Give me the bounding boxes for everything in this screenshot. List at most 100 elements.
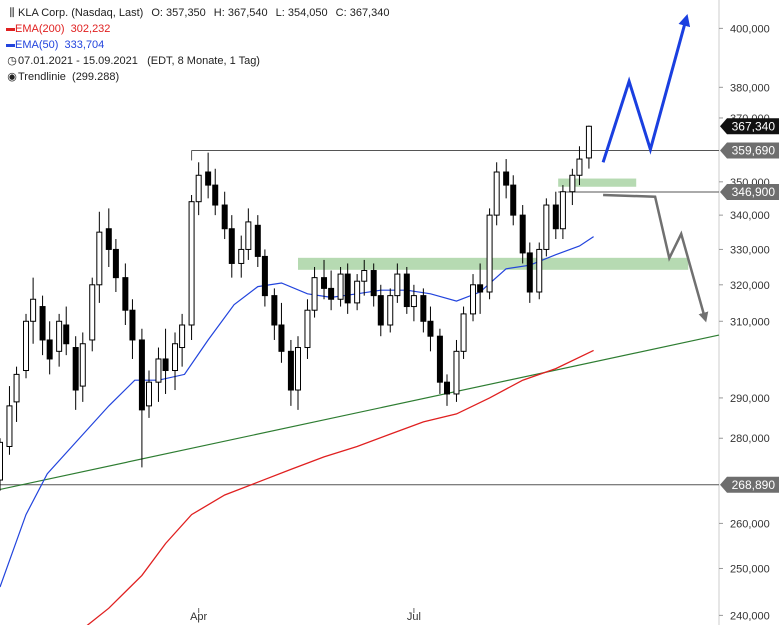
candle-body (337, 273, 344, 300)
y-tick-label: 290,000 (730, 393, 770, 405)
candle-body (72, 347, 79, 391)
candle-body (89, 284, 96, 341)
y-tick-label: 380,000 (730, 82, 770, 94)
price-badge-shape (720, 118, 779, 135)
candle-body (427, 320, 434, 337)
candle (96, 211, 103, 303)
candle-body (79, 343, 86, 387)
candle-body (172, 343, 179, 372)
candle (486, 208, 493, 300)
candle (188, 195, 195, 340)
candle (337, 266, 344, 307)
candle (387, 288, 394, 333)
candle-body (0, 441, 3, 481)
legend-period-row: ◷ 07.01.2021 - 15.09.2021 (EDT, 8 Monate… (6, 53, 389, 69)
candle-body (23, 320, 30, 372)
candle-body (453, 350, 460, 395)
candle-body (569, 174, 576, 193)
candle-body (146, 381, 153, 407)
candle (221, 191, 228, 240)
x-tick-label: Apr (190, 611, 207, 623)
candle-body (444, 381, 451, 395)
candle (254, 215, 261, 267)
open-label: O: (151, 7, 163, 19)
candle-body (394, 273, 401, 297)
candle-body (295, 347, 302, 391)
candle (569, 168, 576, 206)
candle (195, 162, 202, 216)
candle-body (470, 284, 477, 315)
close-label: C: (335, 7, 347, 19)
chart-legend: ⫼ KLA Corp. (Nasdaq, Last) O: 357,350 H:… (6, 5, 389, 85)
candle-body (122, 277, 129, 311)
candle (295, 336, 302, 410)
candle (23, 313, 30, 379)
candle-body (129, 309, 136, 341)
bearish-projection-arrow (603, 193, 709, 323)
candle-body (221, 204, 228, 230)
candle (79, 332, 86, 402)
candle (212, 168, 219, 216)
candle (162, 328, 169, 394)
candle (112, 239, 119, 293)
low-value: 354,050 (287, 7, 328, 19)
candle-body (162, 358, 169, 372)
candle-body (195, 174, 202, 203)
candle-body (477, 284, 484, 293)
price-badge: 268,890 (720, 476, 779, 493)
ema200-swatch (6, 27, 15, 31)
candle (427, 306, 434, 352)
candlestick-icon: ⫼ (9, 7, 15, 19)
candle (30, 277, 37, 344)
candle-body (519, 214, 526, 254)
candle-body (112, 248, 119, 279)
candle-body (105, 228, 112, 250)
y-tick-label: 320,000 (730, 280, 770, 292)
candle (13, 366, 20, 422)
candle (245, 208, 252, 260)
candle (304, 299, 311, 359)
candle (552, 191, 559, 240)
candle-body (63, 324, 70, 345)
candle-body (493, 171, 500, 216)
candle-body (179, 324, 186, 349)
legend-ema50-row: EMA(50) 333,704 (6, 37, 389, 53)
high-label: H: (213, 7, 225, 19)
price-badge-shape (720, 476, 779, 493)
y-tick-label: 260,000 (730, 518, 770, 530)
y-tick-label: 400,000 (730, 23, 770, 35)
candle (287, 339, 294, 406)
trendline-label: Trendlinie (18, 71, 66, 83)
candle-body (460, 313, 467, 352)
candle-body (13, 373, 20, 403)
candle (39, 295, 46, 356)
candle-body (245, 221, 252, 250)
candle-body (328, 287, 335, 300)
candle (271, 288, 278, 340)
legend-trendline-row: ◉ Trendlinie (299.288) (6, 69, 389, 85)
candle (559, 185, 566, 240)
candle-body (377, 295, 384, 326)
candle-body (56, 320, 63, 352)
price-badge-shape (720, 142, 779, 159)
y-tick-label: 250,000 (730, 563, 770, 575)
price-badge-label: 268,890 (732, 478, 776, 492)
candle (179, 313, 186, 367)
candle-body (585, 125, 592, 159)
candle (536, 242, 543, 300)
price-badge: 359,690 (720, 142, 779, 159)
candle (344, 263, 351, 314)
candle (46, 321, 53, 375)
candle (311, 266, 318, 318)
candle (172, 332, 179, 391)
candle-body (155, 358, 162, 383)
candle (89, 277, 96, 352)
candle (6, 386, 13, 455)
legend-symbol-row: ⫼ KLA Corp. (Nasdaq, Last) O: 357,350 H:… (6, 5, 389, 21)
candle (105, 208, 112, 267)
candle-body (138, 339, 145, 411)
candle (543, 198, 550, 257)
candle-body (39, 306, 46, 341)
